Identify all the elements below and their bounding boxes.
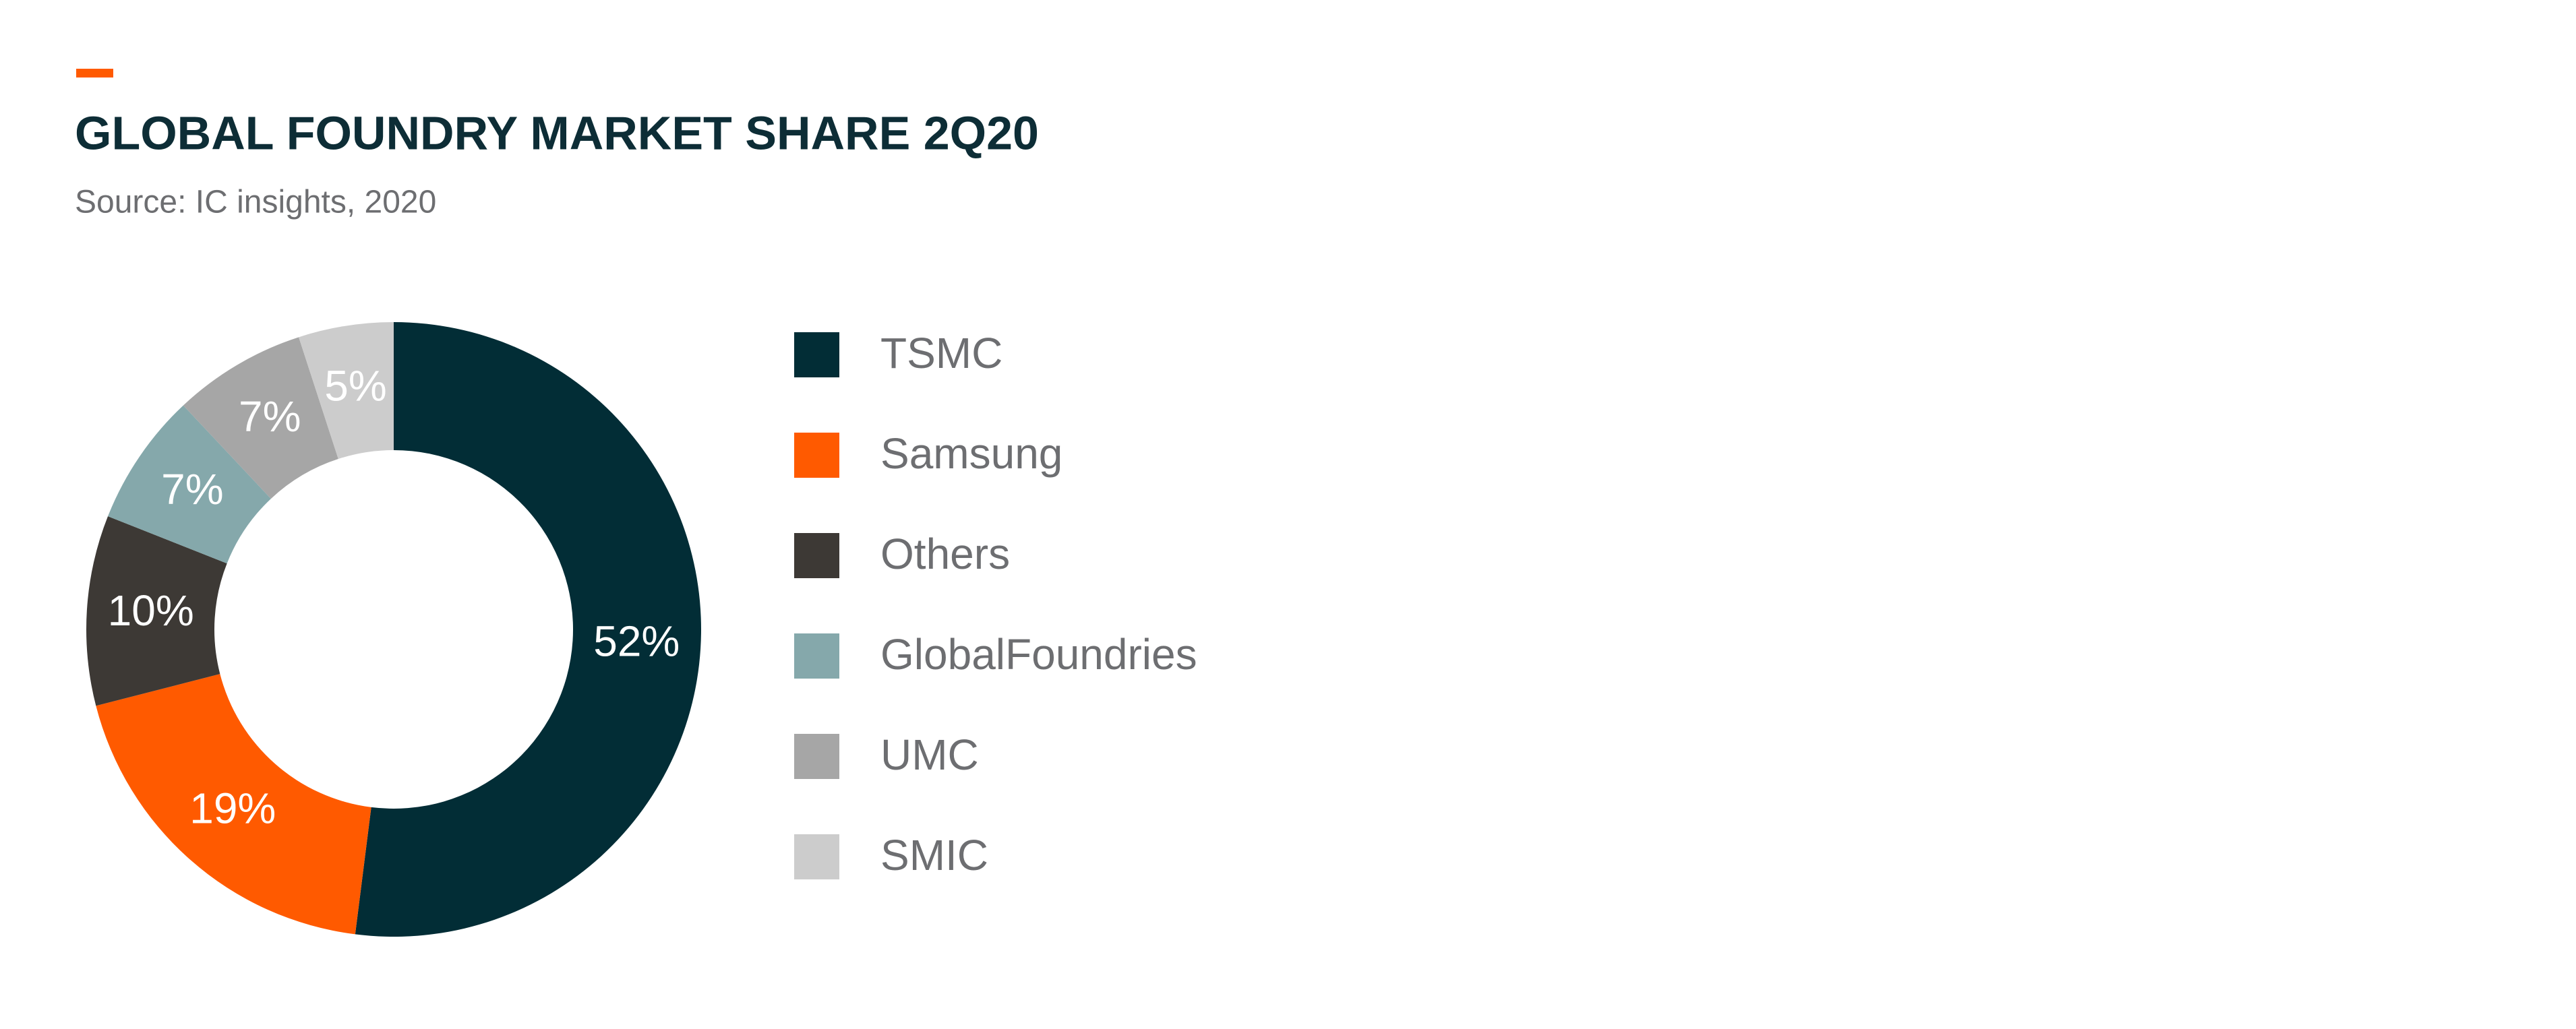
- legend-swatch: [794, 633, 839, 679]
- donut-slice: [86, 516, 227, 706]
- legend-label: TSMC: [880, 329, 1002, 377]
- data-label: 10%: [108, 586, 194, 635]
- legend-swatch: [794, 533, 839, 578]
- legend-label: UMC: [880, 730, 979, 779]
- donut-slice: [108, 405, 271, 564]
- legend-label: Others: [880, 530, 1010, 578]
- legend-label: SMIC: [880, 831, 988, 879]
- chart-subtitle: Source: IC insights, 2020: [75, 185, 436, 220]
- data-label: 5%: [324, 361, 387, 410]
- data-label: 52%: [593, 617, 680, 666]
- legend-label: Samsung: [880, 429, 1062, 478]
- data-label: 7%: [239, 392, 301, 441]
- legend-swatch: [794, 734, 839, 779]
- chart-title: GLOBAL FOUNDRY MARKET SHARE 2Q20: [75, 106, 1039, 159]
- donut-slice: [96, 674, 371, 935]
- data-label: 19%: [189, 784, 276, 833]
- accent-dash: [76, 69, 113, 77]
- legend-swatch: [794, 332, 839, 377]
- donut-slice: [299, 322, 394, 460]
- donut-slice: [183, 337, 338, 499]
- data-label: 7%: [161, 465, 224, 513]
- legend-swatch: [794, 433, 839, 478]
- legend-swatch: [794, 834, 839, 879]
- donut-slice: [355, 322, 702, 937]
- legend-label: GlobalFoundries: [880, 630, 1197, 679]
